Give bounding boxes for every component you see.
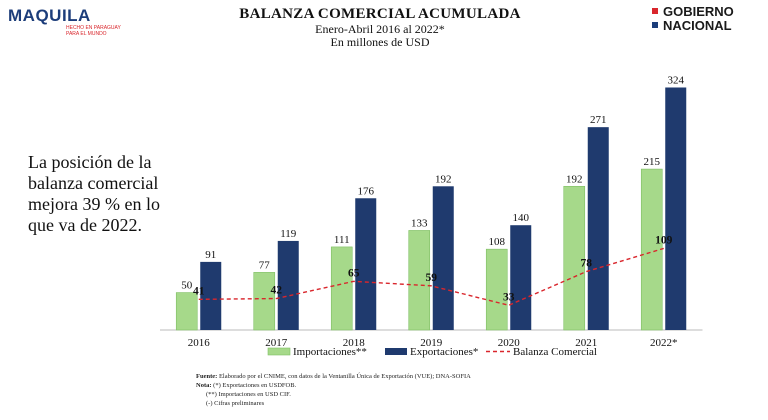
logo-line-1: GOBIERNO: [663, 4, 734, 19]
imports-value-label: 133: [411, 217, 428, 229]
imports-value-label: 192: [566, 173, 583, 185]
note-preliminary: (-) Cifras preliminares: [206, 400, 265, 407]
imports-bar: [330, 246, 353, 331]
imports-bar: [640, 168, 663, 331]
note-imports: (**) Importaciones en USD CIF.: [206, 391, 291, 398]
imports-bar: [563, 185, 586, 331]
source-text: Elaborado por el CNIME, con datos de la …: [218, 373, 471, 380]
exports-bar: [200, 261, 222, 330]
imports-bar: [175, 292, 198, 331]
maquila-logo-tagline: HECHO EN PARAGUAY PARA EL MUNDO: [66, 25, 121, 37]
imports-value-label: 108: [489, 236, 506, 248]
source-label: Fuente:: [196, 373, 218, 380]
maquila-logo: MAQUILA HECHO EN PARAGUAY PARA EL MUNDO: [8, 6, 128, 40]
imports-bar: [485, 248, 508, 331]
balance-value-label: 41: [193, 285, 205, 297]
x-tick-label: 2021: [575, 337, 597, 349]
exports-bar: [587, 127, 609, 330]
legend-exports-swatch: [385, 348, 407, 355]
chart-title-block: BALANZA COMERCIAL ACUMULADA Enero-Abril …: [200, 6, 560, 49]
note-line-1: Nota: (*) Exportaciones en USDFOB.: [196, 381, 636, 390]
logo-blue-square: [652, 22, 658, 28]
exports-bar: [355, 198, 377, 330]
trade-balance-chart: 50 91 2016 77 119 2017 111 176 2018 133 192 2019 108…: [160, 74, 703, 358]
x-tick-label: 2017: [265, 337, 288, 349]
exports-value-label: 192: [435, 173, 452, 185]
exports-value-label: 140: [513, 212, 530, 224]
legend-exports-label: Exportaciones*: [410, 346, 478, 358]
source-note: Fuente: Elaborado por el CNIME, con dato…: [196, 372, 636, 381]
maquila-logo-word: MAQUILA: [8, 6, 91, 25]
note-label: Nota:: [196, 382, 212, 389]
chart-unit: En millones de USD: [330, 35, 430, 49]
x-tick-label: 2016: [188, 337, 211, 349]
balance-value-label: 65: [348, 267, 360, 279]
chart-subtitle: Enero-Abril 2016 al 2022*: [315, 22, 445, 36]
exports-value-label: 119: [280, 228, 297, 240]
chart-title: BALANZA COMERCIAL ACUMULADA: [239, 6, 521, 22]
imports-value-label: 77: [259, 259, 271, 271]
exports-value-label: 324: [668, 74, 685, 86]
balance-value-label: 109: [655, 234, 673, 246]
side-statement: La posición de la balanza comercial mejo…: [28, 152, 160, 235]
logo-red-square: [652, 8, 658, 14]
logo-line-2: NACIONAL: [663, 18, 732, 33]
balance-value-label: 33: [503, 291, 515, 303]
exports-value-label: 176: [358, 185, 375, 197]
balance-value-label: 42: [271, 285, 283, 297]
imports-value-label: 215: [644, 156, 661, 168]
exports-bar: [432, 186, 454, 330]
x-tick-label: 2018: [343, 337, 366, 349]
note-exports: (*) Exportaciones en USDFOB.: [213, 382, 297, 389]
imports-bar: [253, 272, 276, 331]
exports-bar: [277, 240, 299, 330]
gobierno-nacional-logo: GOBIERNO NACIONAL: [652, 5, 762, 35]
x-tick-label: 2022*: [650, 337, 678, 349]
balance-value-label: 78: [581, 258, 593, 270]
imports-value-label: 50: [181, 280, 193, 292]
x-tick-label: 2020: [498, 337, 521, 349]
legend-balance-label: Balanza Comercial: [513, 346, 597, 358]
exports-value-label: 271: [590, 114, 607, 126]
exports-value-label: 91: [205, 249, 216, 261]
exports-bar: [510, 225, 532, 330]
imports-value-label: 111: [334, 234, 350, 246]
legend-imports-swatch: [267, 347, 291, 356]
balance-value-label: 59: [426, 272, 438, 284]
legend-imports-label: Importaciones**: [293, 346, 367, 358]
x-tick-label: 2019: [420, 337, 443, 349]
imports-bar: [408, 230, 431, 331]
chart-notes: Fuente: Elaborado por el CNIME, con dato…: [196, 372, 636, 408]
exports-bar: [665, 87, 687, 330]
balance-line: [198, 247, 664, 307]
